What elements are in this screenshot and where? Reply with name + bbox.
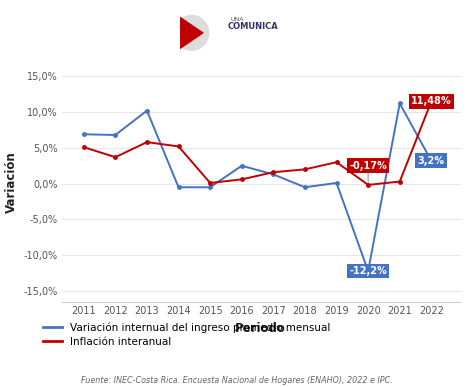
Text: COMUNICA: COMUNICA (228, 22, 278, 31)
Text: 3,2%: 3,2% (418, 156, 445, 166)
Text: UNA: UNA (231, 17, 244, 22)
Text: Fuente: INEC-Costa Rica. Encuesta Nacional de Hogares (ENAHO), 2022 e IPC.: Fuente: INEC-Costa Rica. Encuesta Nacion… (81, 376, 393, 385)
Polygon shape (182, 21, 201, 45)
Legend: Variación internual del ingreso promedio mensual, Inflación interanual: Variación internual del ingreso promedio… (43, 322, 330, 347)
Text: 11,48%: 11,48% (411, 96, 452, 106)
Polygon shape (180, 17, 203, 48)
Y-axis label: Variación: Variación (5, 151, 18, 213)
X-axis label: Periodo: Periodo (235, 322, 286, 335)
Text: -0,17%: -0,17% (349, 161, 387, 171)
Text: -12,2%: -12,2% (349, 266, 387, 276)
Circle shape (174, 15, 209, 50)
